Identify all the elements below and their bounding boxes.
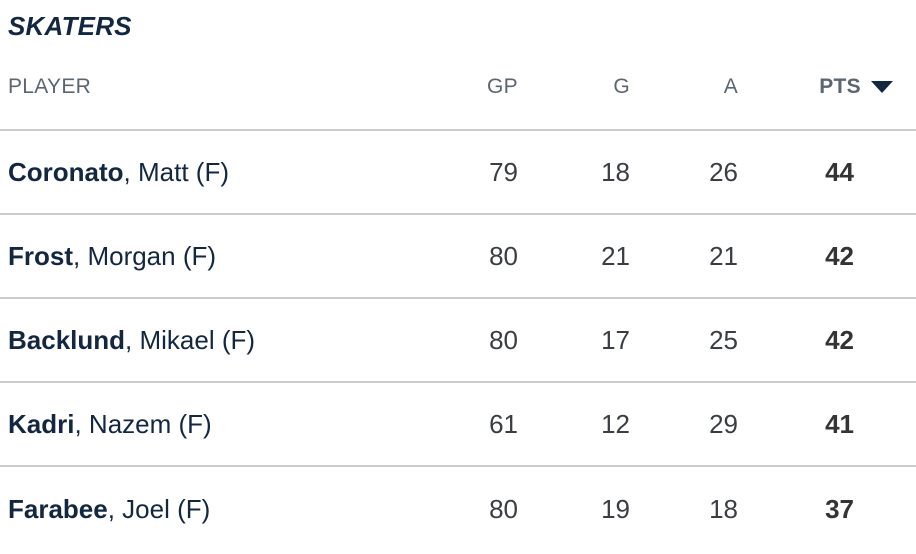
stat-pts: 44 (825, 156, 854, 187)
table-row: Farabee, Joel (F) 80 19 18 37 (0, 467, 916, 551)
stat-a: 26 (709, 156, 738, 187)
table-row: Backlund, Mikael (F) 80 17 25 42 (0, 299, 916, 383)
column-header-player[interactable]: PLAYER (8, 74, 92, 98)
player-first-name-position: , Morgan (F) (73, 240, 217, 271)
stat-g: 19 (601, 493, 630, 524)
sort-caret-down-icon (871, 80, 893, 93)
table-row: Frost, Morgan (F) 80 21 21 42 (0, 215, 916, 299)
stat-a: 18 (709, 493, 738, 524)
stat-g: 12 (601, 408, 630, 439)
column-header-pts[interactable]: PTS (738, 75, 893, 99)
stat-gp: 61 (489, 408, 518, 439)
stat-pts: 41 (825, 408, 854, 439)
stat-a: 25 (709, 324, 738, 355)
player-first-name-position: , Matt (F) (123, 156, 229, 187)
player-name-link[interactable]: Coronato, Matt (F) (8, 157, 434, 188)
stat-a: 29 (709, 408, 738, 439)
table-row: Kadri, Nazem (F) 61 12 29 41 (0, 383, 916, 467)
stat-gp: 80 (489, 240, 518, 271)
column-header-pts-label: PTS (819, 74, 861, 98)
player-first-name-position: , Mikael (F) (125, 324, 256, 355)
stat-gp: 79 (489, 156, 518, 187)
player-name-link[interactable]: Kadri, Nazem (F) (8, 409, 434, 440)
stat-g: 21 (601, 240, 630, 271)
player-last-name: Farabee (8, 493, 108, 524)
player-name-link[interactable]: Frost, Morgan (F) (8, 241, 434, 272)
player-name-link[interactable]: Backlund, Mikael (F) (8, 325, 434, 356)
player-first-name-position: , Joel (F) (107, 493, 211, 524)
stat-gp: 80 (489, 493, 518, 524)
column-header-g[interactable]: G (613, 74, 630, 98)
section-title: SKATERS (8, 11, 132, 41)
player-last-name: Backlund (8, 324, 126, 355)
stat-g: 17 (601, 324, 630, 355)
player-name-link[interactable]: Farabee, Joel (F) (8, 494, 434, 525)
player-last-name: Coronato (8, 156, 124, 187)
player-last-name: Frost (8, 240, 73, 271)
stat-g: 18 (601, 156, 630, 187)
column-header-a[interactable]: A (723, 74, 738, 98)
table-row: Coronato, Matt (F) 79 18 26 44 (0, 131, 916, 215)
stat-a: 21 (709, 240, 738, 271)
stat-pts: 37 (825, 493, 854, 524)
table-header-row: PLAYER GP G A PTS (0, 44, 916, 131)
player-last-name: Kadri (8, 408, 75, 439)
stat-pts: 42 (825, 240, 854, 271)
column-header-gp[interactable]: GP (487, 74, 518, 98)
player-first-name-position: , Nazem (F) (74, 408, 212, 439)
stat-pts: 42 (825, 324, 854, 355)
stat-gp: 80 (489, 324, 518, 355)
